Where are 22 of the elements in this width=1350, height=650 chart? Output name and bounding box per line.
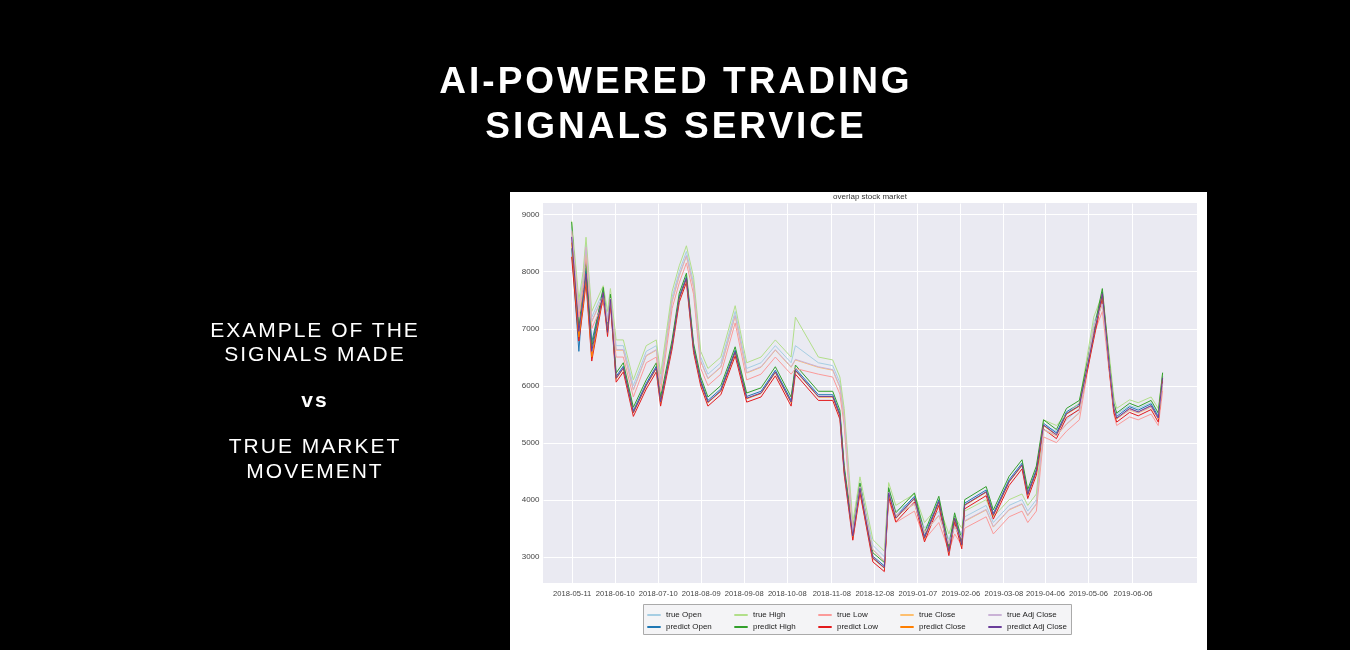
legend-label: true Low bbox=[837, 610, 868, 619]
legend-label: true Adj Close bbox=[1007, 610, 1058, 619]
y-tick-label: 8000 bbox=[521, 266, 541, 276]
text: vs bbox=[300, 388, 330, 413]
y-tick-label: 9000 bbox=[521, 209, 541, 219]
y-tick-label: 3000 bbox=[521, 552, 541, 562]
legend-label: true Open bbox=[666, 610, 702, 619]
legend-label: predict Close bbox=[919, 622, 967, 631]
y-tick-label: 4000 bbox=[521, 495, 541, 505]
y-tick-label: 5000 bbox=[521, 438, 541, 448]
text: EXAMPLE OF THE SIGNALS MADE bbox=[209, 318, 421, 367]
text: TRUE MARKET MOVEMENT bbox=[227, 434, 403, 483]
legend-label: true High bbox=[753, 610, 786, 619]
y-tick-label: 7000 bbox=[521, 324, 541, 334]
chart-title: AI-POWERED TRADING SIGNALS SERVICE bbox=[438, 59, 914, 149]
legend-label: predict Low bbox=[837, 622, 879, 631]
legend-label: true Close bbox=[919, 610, 957, 619]
y-tick-label: 6000 bbox=[521, 381, 541, 391]
legend-label: predict Open bbox=[666, 622, 712, 631]
legend-label: predict High bbox=[753, 622, 796, 631]
legend-label: predict Adj Close bbox=[1007, 622, 1068, 631]
chart-subtitle: overlap stock market bbox=[833, 192, 908, 201]
